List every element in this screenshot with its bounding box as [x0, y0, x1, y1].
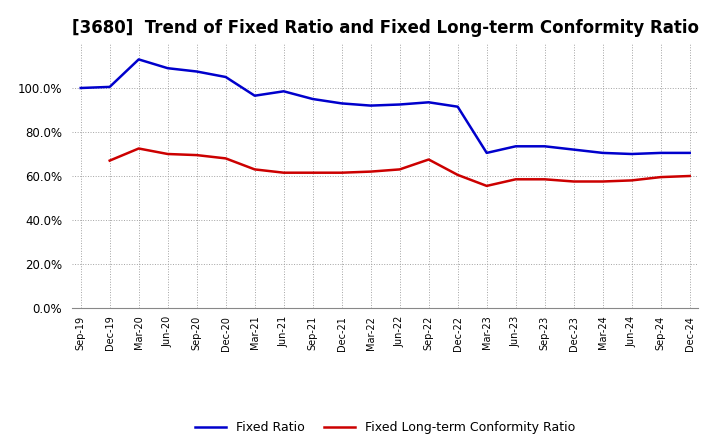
Line: Fixed Long-term Conformity Ratio: Fixed Long-term Conformity Ratio [109, 148, 690, 186]
Fixed Ratio [251, 93, 259, 98]
Fixed Ratio [76, 85, 85, 91]
Fixed Long-term Conformity Ratio [395, 167, 404, 172]
Fixed Long-term Conformity Ratio [454, 172, 462, 177]
Fixed Ratio [627, 151, 636, 157]
Fixed Ratio [511, 143, 520, 149]
Fixed Long-term Conformity Ratio [366, 169, 375, 174]
Fixed Long-term Conformity Ratio [308, 170, 317, 175]
Fixed Ratio [221, 74, 230, 80]
Fixed Ratio [598, 150, 607, 156]
Fixed Long-term Conformity Ratio [279, 170, 288, 175]
Fixed Long-term Conformity Ratio [570, 179, 578, 184]
Fixed Long-term Conformity Ratio [541, 176, 549, 182]
Fixed Long-term Conformity Ratio [598, 179, 607, 184]
Fixed Ratio [338, 101, 346, 106]
Title: [3680]  Trend of Fixed Ratio and Fixed Long-term Conformity Ratio: [3680] Trend of Fixed Ratio and Fixed Lo… [72, 19, 698, 37]
Fixed Long-term Conformity Ratio [511, 176, 520, 182]
Fixed Ratio [279, 88, 288, 94]
Fixed Long-term Conformity Ratio [657, 174, 665, 180]
Fixed Long-term Conformity Ratio [135, 146, 143, 151]
Fixed Ratio [308, 96, 317, 102]
Fixed Long-term Conformity Ratio [338, 170, 346, 175]
Fixed Ratio [105, 84, 114, 90]
Fixed Ratio [570, 147, 578, 152]
Fixed Long-term Conformity Ratio [251, 167, 259, 172]
Fixed Ratio [163, 66, 172, 71]
Legend: Fixed Ratio, Fixed Long-term Conformity Ratio: Fixed Ratio, Fixed Long-term Conformity … [190, 416, 580, 439]
Fixed Ratio [482, 150, 491, 156]
Fixed Long-term Conformity Ratio [482, 183, 491, 188]
Fixed Ratio [395, 102, 404, 107]
Fixed Ratio [366, 103, 375, 108]
Fixed Ratio [135, 57, 143, 62]
Fixed Ratio [424, 99, 433, 105]
Fixed Long-term Conformity Ratio [163, 151, 172, 157]
Fixed Long-term Conformity Ratio [424, 157, 433, 162]
Fixed Ratio [541, 143, 549, 149]
Fixed Long-term Conformity Ratio [105, 158, 114, 163]
Fixed Ratio [685, 150, 694, 156]
Fixed Ratio [454, 104, 462, 109]
Fixed Long-term Conformity Ratio [221, 156, 230, 161]
Line: Fixed Ratio: Fixed Ratio [81, 59, 690, 154]
Fixed Long-term Conformity Ratio [685, 173, 694, 179]
Fixed Long-term Conformity Ratio [627, 178, 636, 183]
Fixed Ratio [657, 150, 665, 156]
Fixed Ratio [192, 69, 201, 74]
Fixed Long-term Conformity Ratio [192, 152, 201, 158]
